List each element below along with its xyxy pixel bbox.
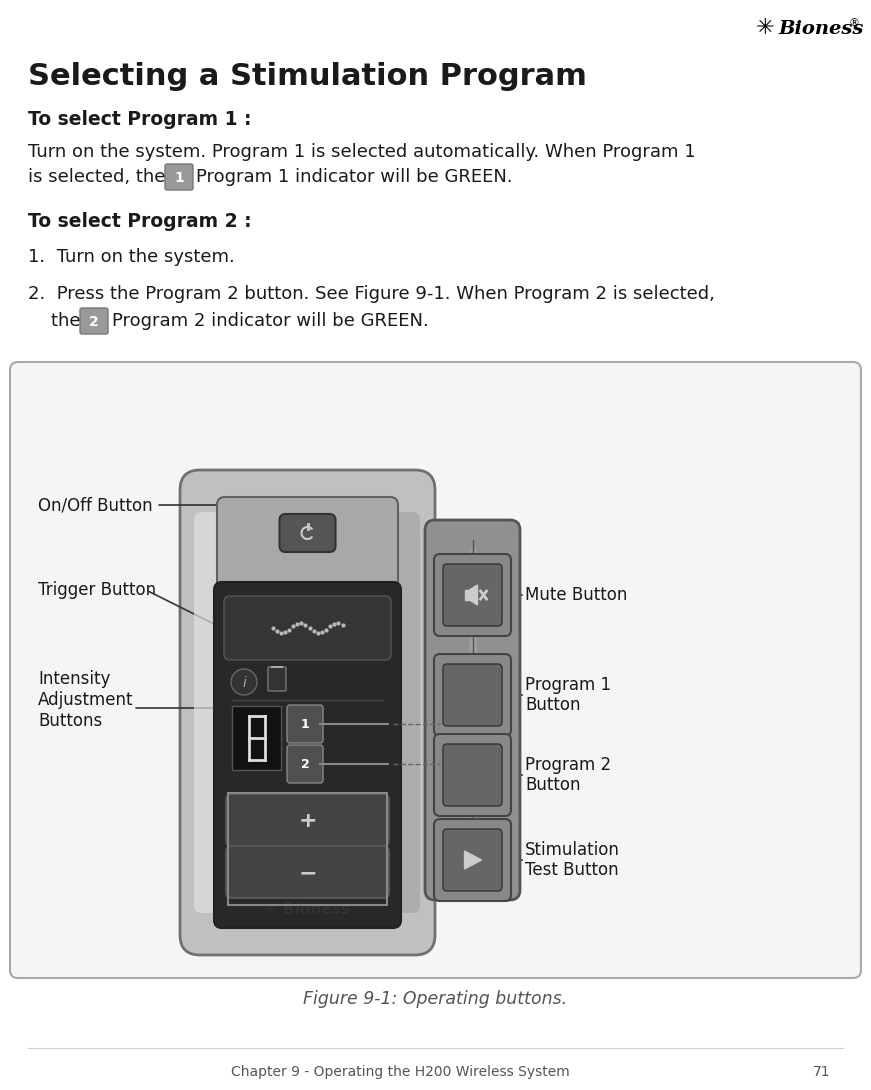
Text: Program 2 indicator will be GREEN.: Program 2 indicator will be GREEN. bbox=[112, 312, 429, 330]
FancyBboxPatch shape bbox=[434, 819, 511, 901]
Text: To select Program 2 :: To select Program 2 : bbox=[28, 211, 252, 231]
FancyBboxPatch shape bbox=[80, 308, 108, 334]
Bar bbox=[464, 590, 469, 600]
Text: 1: 1 bbox=[174, 171, 184, 185]
FancyBboxPatch shape bbox=[443, 564, 502, 626]
Text: Mute Button: Mute Button bbox=[525, 586, 627, 604]
FancyBboxPatch shape bbox=[443, 664, 502, 726]
FancyBboxPatch shape bbox=[10, 362, 861, 978]
FancyBboxPatch shape bbox=[224, 596, 391, 661]
Text: +: + bbox=[298, 811, 317, 831]
Text: the: the bbox=[28, 312, 80, 330]
Text: Program 2
Button: Program 2 Button bbox=[525, 755, 611, 795]
Text: 1.  Turn on the system.: 1. Turn on the system. bbox=[28, 249, 235, 266]
Polygon shape bbox=[464, 851, 482, 869]
Text: Program 1
Button: Program 1 Button bbox=[525, 676, 611, 714]
Text: Trigger Button: Trigger Button bbox=[38, 581, 156, 600]
FancyBboxPatch shape bbox=[217, 497, 398, 588]
FancyBboxPatch shape bbox=[425, 520, 520, 900]
FancyBboxPatch shape bbox=[287, 705, 323, 743]
Text: ®: ® bbox=[848, 19, 859, 28]
Text: −: − bbox=[298, 863, 317, 883]
FancyBboxPatch shape bbox=[226, 846, 389, 898]
Text: i: i bbox=[242, 676, 246, 690]
FancyBboxPatch shape bbox=[443, 744, 502, 806]
Text: To select Program 1 :: To select Program 1 : bbox=[28, 110, 252, 129]
Circle shape bbox=[231, 669, 257, 695]
FancyBboxPatch shape bbox=[194, 512, 245, 913]
FancyBboxPatch shape bbox=[165, 164, 193, 190]
Text: 71: 71 bbox=[813, 1065, 830, 1079]
Text: Figure 9-1: Operating buttons.: Figure 9-1: Operating buttons. bbox=[303, 990, 567, 1008]
Text: is selected, the: is selected, the bbox=[28, 168, 165, 186]
Text: Intensity
Adjustment
Buttons: Intensity Adjustment Buttons bbox=[38, 670, 133, 730]
FancyBboxPatch shape bbox=[443, 829, 502, 891]
Text: 2: 2 bbox=[300, 759, 309, 772]
FancyBboxPatch shape bbox=[226, 794, 389, 846]
FancyBboxPatch shape bbox=[469, 549, 476, 871]
FancyBboxPatch shape bbox=[280, 514, 335, 552]
FancyBboxPatch shape bbox=[268, 667, 286, 691]
FancyBboxPatch shape bbox=[214, 582, 401, 928]
Text: 2: 2 bbox=[89, 315, 99, 329]
FancyBboxPatch shape bbox=[232, 706, 281, 770]
Text: 1: 1 bbox=[300, 718, 309, 731]
Text: ✳: ✳ bbox=[756, 19, 774, 38]
Polygon shape bbox=[469, 585, 477, 605]
Text: Stimulation
Test Button: Stimulation Test Button bbox=[525, 840, 620, 880]
Text: 2.  Press the Program 2 button. See Figure 9-1. When Program 2 is selected,: 2. Press the Program 2 button. See Figur… bbox=[28, 284, 715, 303]
FancyBboxPatch shape bbox=[287, 744, 323, 783]
Text: Turn on the system. Program 1 is selected automatically. When Program 1: Turn on the system. Program 1 is selecte… bbox=[28, 143, 696, 161]
Text: Chapter 9 - Operating the H200 Wireless System: Chapter 9 - Operating the H200 Wireless … bbox=[231, 1065, 570, 1079]
FancyBboxPatch shape bbox=[434, 734, 511, 816]
FancyBboxPatch shape bbox=[180, 470, 435, 955]
Text: Selecting a Stimulation Program: Selecting a Stimulation Program bbox=[28, 62, 587, 90]
Text: Bioness: Bioness bbox=[778, 20, 863, 38]
Text: Program 1 indicator will be GREEN.: Program 1 indicator will be GREEN. bbox=[196, 168, 513, 186]
FancyBboxPatch shape bbox=[434, 554, 511, 635]
FancyBboxPatch shape bbox=[369, 512, 420, 913]
Text: ✳ Bioness: ✳ Bioness bbox=[265, 903, 350, 918]
FancyBboxPatch shape bbox=[434, 654, 511, 736]
Text: On/Off Button: On/Off Button bbox=[38, 496, 152, 514]
